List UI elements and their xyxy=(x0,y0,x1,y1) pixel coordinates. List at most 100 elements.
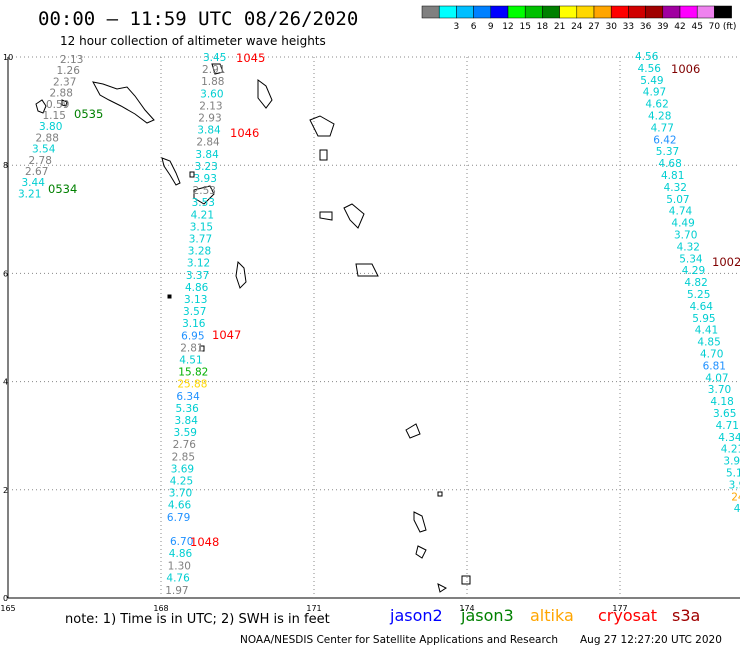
pass-1045-value-28: 6.34 xyxy=(176,391,200,403)
pass-1045-value-13: 4.21 xyxy=(191,209,214,221)
pass-1045-value-32: 2.76 xyxy=(173,439,197,451)
pass-1006-value-17: 5.34 xyxy=(679,253,703,265)
pass-1006-value-38: 4 xyxy=(734,503,740,515)
pass-1045-value-26: 15.82 xyxy=(178,367,208,379)
scale-swatch-17 xyxy=(714,5,732,19)
pass-1045-value-9: 3.23 xyxy=(194,161,217,173)
scale-label-11: 33 xyxy=(623,22,634,32)
pass-1045-value-22: 3.16 xyxy=(182,318,206,330)
pass-1045-value-21: 3.57 xyxy=(183,306,206,318)
pass-1006-value-16: 4.32 xyxy=(677,241,700,253)
island-12 xyxy=(343,203,365,229)
pass-time-1046: 1046 xyxy=(230,126,259,140)
pass-time-0534: 0534 xyxy=(48,182,77,196)
pass-1006-value-0: 4.56 xyxy=(635,51,659,63)
scale-unit: (ft) xyxy=(723,22,737,32)
scale-label-7: 21 xyxy=(554,22,565,32)
pass-1048-value-2: 1.30 xyxy=(168,560,191,572)
scale-label-16: 70 xyxy=(709,22,721,32)
island-7 xyxy=(211,63,224,75)
pass-time-0535: 0535 xyxy=(74,107,103,121)
pass-1006-value-24: 4.85 xyxy=(697,337,720,349)
island-10 xyxy=(319,149,328,161)
pass-time-1048: 1048 xyxy=(190,535,219,549)
pass-1006-value-36: 3.9 xyxy=(729,479,740,491)
pass-1045-value-10: 3.93 xyxy=(194,173,217,185)
lat-tick-6: 6 xyxy=(3,269,8,278)
footer-note: note: 1) Time is in UTC; 2) SWH is in fe… xyxy=(65,612,330,627)
pass-1045-value-1: 2.91 xyxy=(202,64,225,76)
pass-1006-value-1: 4.56 xyxy=(638,63,662,75)
pass-1045-value-35: 4.25 xyxy=(170,476,193,488)
scale-label-13: 39 xyxy=(657,22,669,32)
scale-label-8: 24 xyxy=(571,22,583,32)
pass-time-1047: 1047 xyxy=(212,328,241,342)
lon-tick-168: 168 xyxy=(153,604,168,613)
pass-1048-value-1: 4.86 xyxy=(169,548,193,560)
island-4 xyxy=(161,157,181,186)
lon-tick-165: 165 xyxy=(0,604,15,613)
lon-tick-174: 174 xyxy=(459,604,474,613)
pass-1045-value-38: 6.79 xyxy=(167,512,190,524)
pass-1045-value-31: 3.59 xyxy=(174,427,197,439)
scale-label-2: 6 xyxy=(471,22,477,32)
pass-1006-value-30: 3.65 xyxy=(713,408,736,420)
pass-0535-value-7: 2.88 xyxy=(36,132,59,144)
pass-1006-value-3: 4.97 xyxy=(643,87,666,99)
pass-1045-value-20: 3.13 xyxy=(184,294,207,306)
pass-1006-value-9: 4.68 xyxy=(658,158,681,170)
scale-label-5: 15 xyxy=(519,22,530,32)
pass-time-1006: 1006 xyxy=(671,62,700,76)
lon-tick-177: 177 xyxy=(612,604,627,613)
pass-0535-value-0: 2.13 xyxy=(60,54,83,66)
pass-1006-value-19: 4.82 xyxy=(684,277,707,289)
pass-1006-value-12: 5.07 xyxy=(666,194,689,206)
lat-tick-8: 8 xyxy=(3,161,8,170)
island-13 xyxy=(235,260,247,289)
island-19 xyxy=(413,511,427,533)
island-18 xyxy=(437,491,443,497)
lat-tick-10: 10 xyxy=(3,53,13,62)
scale-label-9: 27 xyxy=(588,22,599,32)
island-1 xyxy=(35,99,47,114)
island-9 xyxy=(309,115,335,137)
pass-1006-value-7: 6.42 xyxy=(653,134,676,146)
pass-1006-value-10: 4.81 xyxy=(661,170,684,182)
pass-1006-value-23: 4.41 xyxy=(695,325,718,337)
pass-1045-value-11: 2.53 xyxy=(193,185,216,197)
pass-1045-value-8: 3.84 xyxy=(195,149,219,161)
legend-jason3: jason3 xyxy=(461,606,514,625)
island-22 xyxy=(461,575,471,585)
pass-1045-value-7: 2.84 xyxy=(196,137,220,149)
pass-0535-value-11: 3.44 xyxy=(22,177,46,189)
pass-1045-value-17: 3.12 xyxy=(187,258,210,270)
pass-1006-value-5: 4.28 xyxy=(648,111,671,123)
pass-1045-value-18: 3.37 xyxy=(186,270,209,282)
altimeter-passes: 2.131.262.372.880.591.153.802.883.542.78… xyxy=(18,51,740,597)
updated-timestamp: Aug 27 12:27:20 UTC 2020 xyxy=(580,634,722,646)
scale-label-10: 30 xyxy=(605,22,617,32)
coastline xyxy=(35,63,471,593)
pass-0535-value-2: 2.37 xyxy=(53,76,76,88)
pass-1045-value-37: 4.66 xyxy=(168,500,192,512)
pass-1006-value-37: 24 xyxy=(731,491,740,503)
pass-1006-value-18: 4.29 xyxy=(682,265,705,277)
island-14 xyxy=(355,263,379,277)
pass-1045-value-16: 3.28 xyxy=(188,246,211,258)
scale-label-3: 9 xyxy=(488,22,494,32)
pass-1045-value-19: 4.86 xyxy=(185,282,209,294)
pass-1006-value-33: 4.21 xyxy=(721,444,740,456)
pass-0535-value-10: 2.67 xyxy=(25,166,48,178)
island-17 xyxy=(405,423,421,439)
island-20 xyxy=(415,545,427,559)
island-2 xyxy=(92,81,155,124)
island-21 xyxy=(437,583,447,593)
pass-1045-value-14: 3.15 xyxy=(190,221,213,233)
legend-jason2: jason2 xyxy=(390,606,443,625)
lat-tick-2: 2 xyxy=(3,486,8,495)
scale-label-1: 3 xyxy=(454,22,460,32)
lat-tick-4: 4 xyxy=(3,378,8,387)
pass-1006-value-20: 5.25 xyxy=(687,289,710,301)
pass-1045-value-3: 3.60 xyxy=(200,88,223,100)
pass-1006-value-11: 4.32 xyxy=(664,182,687,194)
